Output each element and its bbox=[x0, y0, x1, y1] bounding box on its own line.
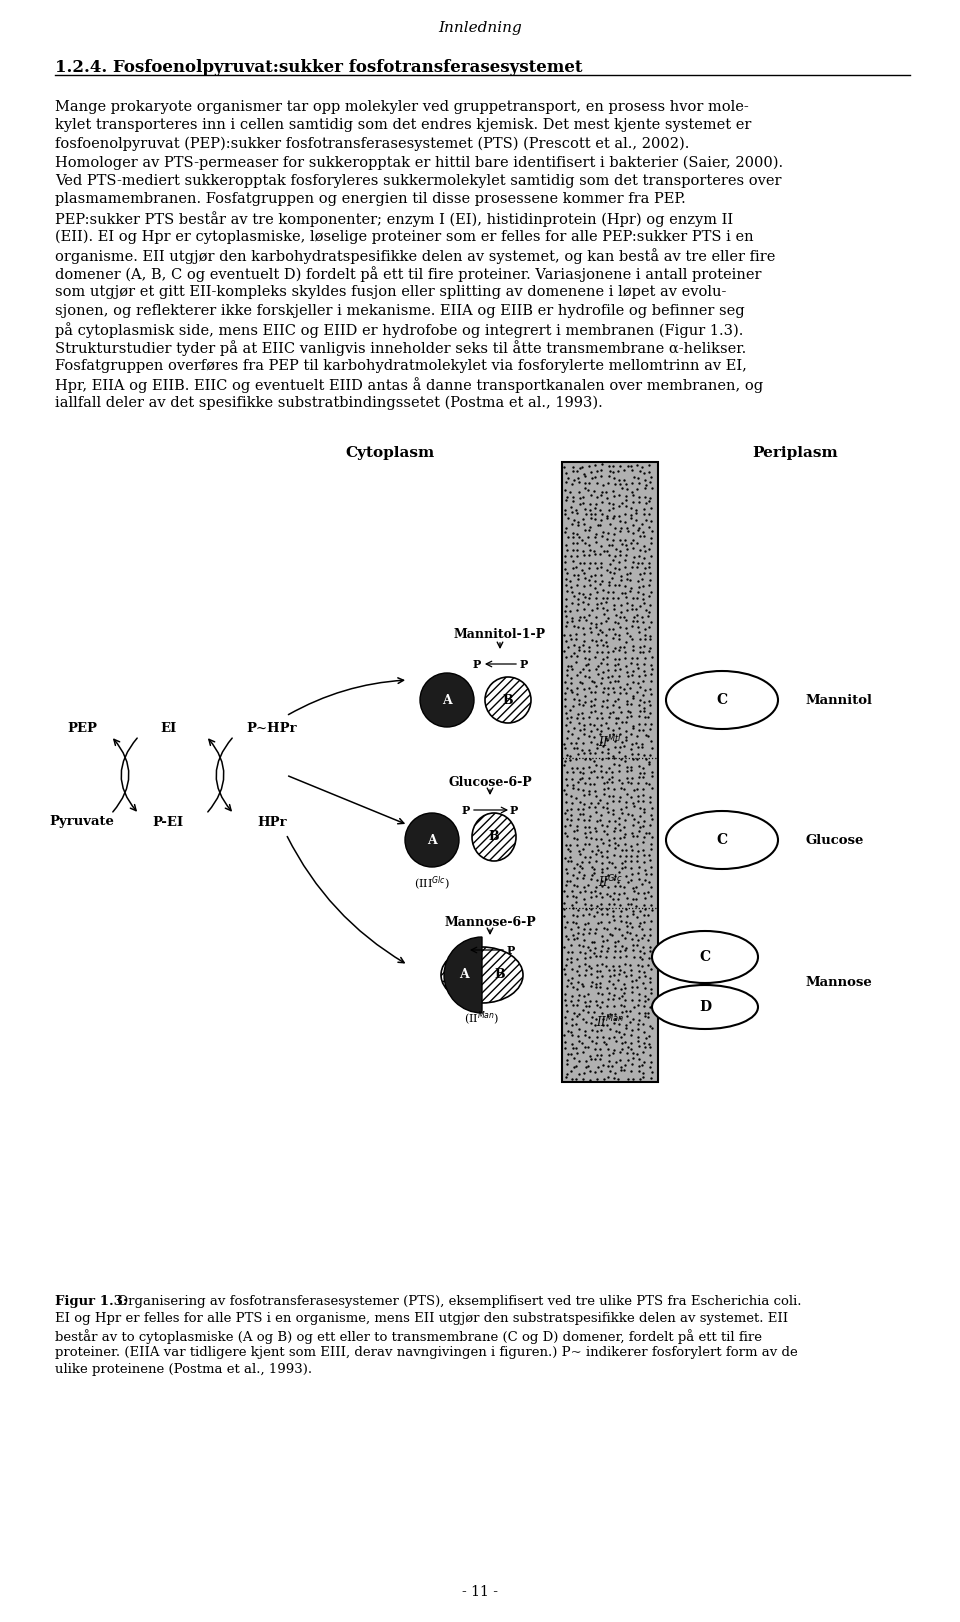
Text: A: A bbox=[443, 694, 452, 707]
Text: II$^{Glc}$: II$^{Glc}$ bbox=[598, 874, 622, 890]
Wedge shape bbox=[444, 938, 482, 1014]
Ellipse shape bbox=[652, 985, 758, 1028]
Ellipse shape bbox=[666, 672, 778, 728]
Text: P: P bbox=[459, 944, 468, 955]
Text: 1.2.4. Fosfoenolpyruvat:sukker fosfotransferasesystemet: 1.2.4. Fosfoenolpyruvat:sukker fosfotran… bbox=[55, 58, 583, 76]
Text: P: P bbox=[510, 805, 518, 816]
Text: B: B bbox=[494, 968, 505, 981]
Text: Figur 1.3:: Figur 1.3: bbox=[55, 1294, 128, 1307]
Text: på cytoplasmisk side, mens EIIC og EIID er hydrofobe og integrert i membranen (F: på cytoplasmisk side, mens EIIC og EIID … bbox=[55, 323, 743, 337]
Text: P: P bbox=[520, 659, 528, 670]
Text: (EII). EI og Hpr er cytoplasmiske, løselige proteiner som er felles for alle PEP: (EII). EI og Hpr er cytoplasmiske, løsel… bbox=[55, 229, 754, 243]
Text: (III$^{Glc}$): (III$^{Glc}$) bbox=[414, 874, 450, 894]
Text: består av to cytoplasmiske (A og B) og ett eller to transmembrane (C og D) domen: består av to cytoplasmiske (A og B) og e… bbox=[55, 1328, 762, 1345]
Text: Periplasm: Periplasm bbox=[752, 446, 838, 461]
Text: sjonen, og reflekterer ikke forskjeller i mekanisme. EIIA og EIIB er hydrofile o: sjonen, og reflekterer ikke forskjeller … bbox=[55, 303, 745, 318]
Text: ulike proteinene (Postma et al., 1993).: ulike proteinene (Postma et al., 1993). bbox=[55, 1362, 312, 1375]
Ellipse shape bbox=[472, 813, 516, 861]
Text: C: C bbox=[716, 693, 728, 707]
Text: iallfall deler av det spesifikke substratbindingssetet (Postma et al., 1993).: iallfall deler av det spesifikke substra… bbox=[55, 396, 603, 410]
Text: Fosfatgruppen overføres fra PEP til karbohydratmolekylet via fosforylerte mellom: Fosfatgruppen overføres fra PEP til karb… bbox=[55, 358, 747, 373]
Text: Strukturstudier tyder på at EIIC vanligvis inneholder seks til åtte transmembran: Strukturstudier tyder på at EIIC vanligv… bbox=[55, 341, 746, 357]
Text: EI: EI bbox=[160, 722, 176, 735]
Text: B: B bbox=[489, 830, 499, 843]
Text: D: D bbox=[699, 1001, 711, 1014]
Text: organisme. EII utgjør den karbohydratspesifikke delen av systemet, og kan bestå : organisme. EII utgjør den karbohydratspe… bbox=[55, 248, 776, 264]
Text: II$^{Mtl}$: II$^{Mtl}$ bbox=[598, 735, 622, 749]
Text: HPr: HPr bbox=[257, 816, 287, 829]
Text: Ved PTS-mediert sukkeropptak fosforyleres sukkermolekylet samtidig som det trans: Ved PTS-mediert sukkeropptak fosforylere… bbox=[55, 174, 781, 188]
Circle shape bbox=[405, 813, 459, 868]
Text: Cytoplasm: Cytoplasm bbox=[346, 446, 435, 461]
Text: P: P bbox=[473, 659, 481, 670]
Bar bbox=[562, 462, 658, 1082]
Text: Mannitol-1-P: Mannitol-1-P bbox=[454, 628, 546, 641]
Text: P-EI: P-EI bbox=[153, 816, 183, 829]
Text: Homologer av PTS-permeaser for sukkeropptak er hittil bare identifisert i bakter: Homologer av PTS-permeaser for sukkeropp… bbox=[55, 156, 783, 170]
Text: Glucose-6-P: Glucose-6-P bbox=[448, 775, 532, 788]
Text: Hpr, EIIA og EIIB. EIIC og eventuelt EIID antas å danne transportkanalen over me: Hpr, EIIA og EIIB. EIIC og eventuelt EII… bbox=[55, 378, 763, 394]
Text: Pyruvate: Pyruvate bbox=[50, 816, 114, 829]
Text: P: P bbox=[462, 805, 470, 816]
Text: B: B bbox=[503, 694, 514, 707]
Ellipse shape bbox=[666, 811, 778, 869]
Text: plasmamembranen. Fosfatgruppen og energien til disse prosessene kommer fra PEP.: plasmamembranen. Fosfatgruppen og energi… bbox=[55, 193, 685, 206]
Text: PEP:sukker PTS består av tre komponenter; enzym I (EI), histidinprotein (Hpr) og: PEP:sukker PTS består av tre komponenter… bbox=[55, 211, 733, 227]
Ellipse shape bbox=[485, 676, 531, 723]
Text: Mange prokaryote organismer tar opp molekyler ved gruppetransport, en prosess hv: Mange prokaryote organismer tar opp mole… bbox=[55, 101, 749, 114]
Text: C: C bbox=[716, 834, 728, 847]
Text: P: P bbox=[507, 944, 516, 955]
Text: C: C bbox=[700, 950, 710, 963]
Text: Mannose: Mannose bbox=[805, 976, 872, 989]
Text: A: A bbox=[459, 968, 468, 981]
Text: II$^{Man}$: II$^{Man}$ bbox=[596, 1014, 624, 1030]
Text: fosfoenolpyruvat (PEP):sukker fosfotransferasesystemet (PTS) (Prescott et al., 2: fosfoenolpyruvat (PEP):sukker fosfotrans… bbox=[55, 136, 689, 151]
Ellipse shape bbox=[441, 947, 523, 1002]
Text: Mannose-6-P: Mannose-6-P bbox=[444, 915, 536, 928]
Text: (II$^{Man}$): (II$^{Man}$) bbox=[465, 1011, 500, 1028]
Text: som utgjør et gitt EII-kompleks skyldes fusjon eller splitting av domenene i løp: som utgjør et gitt EII-kompleks skyldes … bbox=[55, 285, 727, 298]
Text: PEP: PEP bbox=[67, 722, 97, 735]
Text: Glucose: Glucose bbox=[805, 834, 863, 847]
Text: kylet transporteres inn i cellen samtidig som det endres kjemisk. Det mest kjent: kylet transporteres inn i cellen samtidi… bbox=[55, 118, 752, 133]
Text: Mannitol: Mannitol bbox=[805, 694, 872, 707]
Text: - 11 -: - 11 - bbox=[462, 1585, 498, 1599]
Text: domener (A, B, C og eventuelt D) fordelt på ett til fire proteiner. Variasjonene: domener (A, B, C og eventuelt D) fordelt… bbox=[55, 266, 761, 282]
Text: EI og Hpr er felles for alle PTS i en organisme, mens EII utgjør den substratspe: EI og Hpr er felles for alle PTS i en or… bbox=[55, 1312, 788, 1325]
Text: Innledning: Innledning bbox=[438, 21, 522, 36]
Text: A: A bbox=[427, 834, 437, 847]
Text: Organisering av fosfotransferasesystemer (PTS), eksemplifisert ved tre ulike PTS: Organisering av fosfotransferasesystemer… bbox=[113, 1294, 802, 1307]
Circle shape bbox=[420, 673, 474, 727]
Ellipse shape bbox=[652, 931, 758, 983]
Text: proteiner. (EIIA var tidligere kjent som EIII, derav navngivingen i figuren.) P~: proteiner. (EIIA var tidligere kjent som… bbox=[55, 1346, 798, 1359]
Text: P~HPr: P~HPr bbox=[247, 722, 298, 735]
